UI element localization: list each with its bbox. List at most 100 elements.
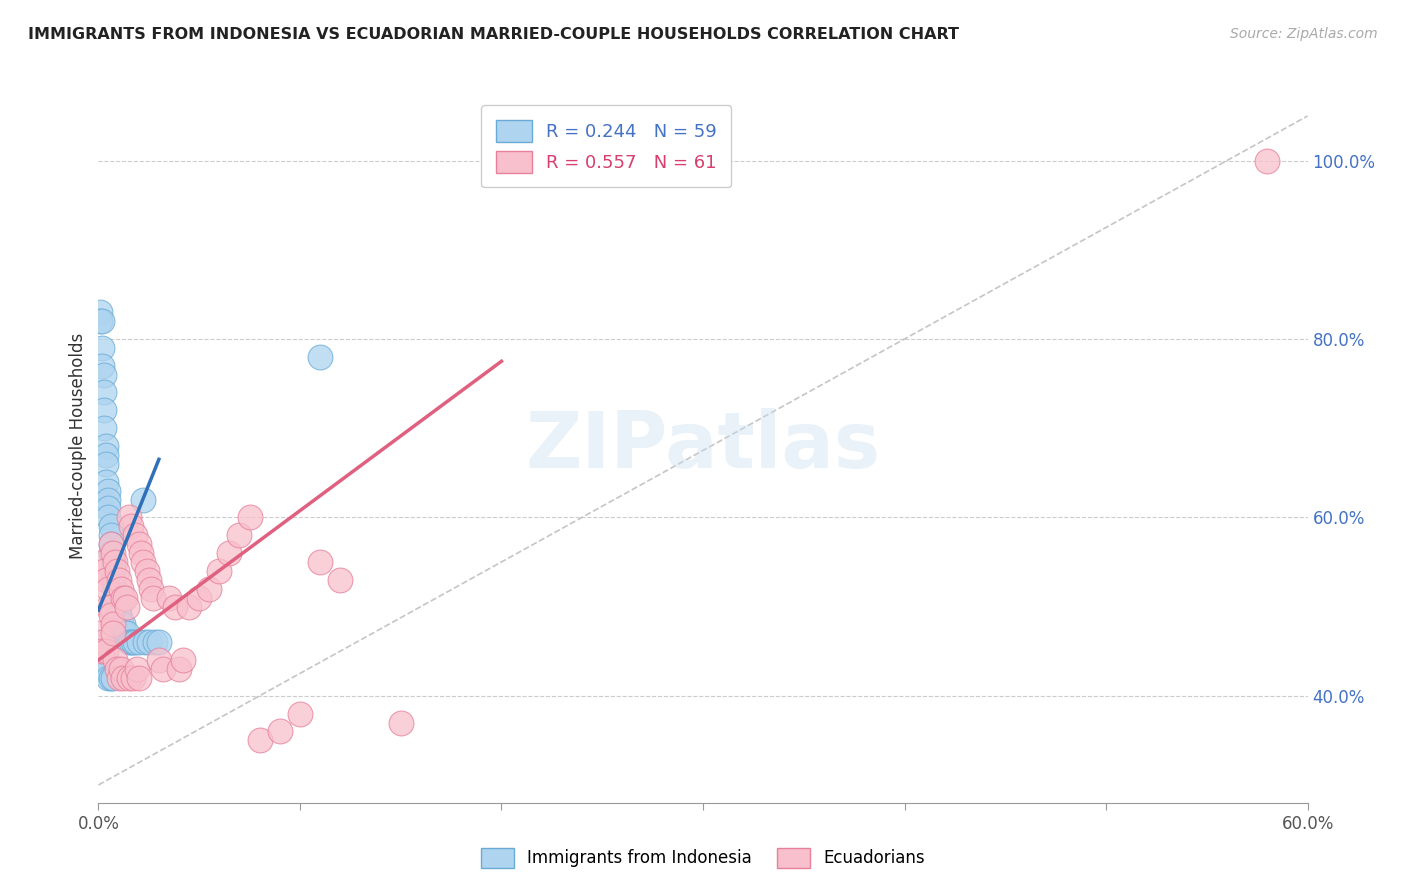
Point [120,635,142,649]
Point [309,555,332,569]
Point [121,671,143,685]
Point [97,671,120,685]
Legend: R = 0.244   N = 59, R = 0.557   N = 61: R = 0.244 N = 59, R = 0.557 N = 61 [481,105,731,187]
Point [128,537,150,551]
Point [93,662,115,676]
Point [93,564,115,578]
Point [138,573,160,587]
Point [93,421,115,435]
Point [100,546,122,560]
Point [208,564,231,578]
Point [118,635,141,649]
Point [107,671,129,685]
Point [101,564,124,578]
Point [103,582,125,596]
Point [110,582,132,596]
Point [118,510,141,524]
Point [105,599,128,614]
Point [107,599,129,614]
Point [101,617,124,632]
Point [228,528,250,542]
Point [198,582,221,596]
Point [91,644,114,658]
Point [96,439,118,453]
Point [101,573,124,587]
Point [97,483,120,498]
Y-axis label: Married-couple Households: Married-couple Households [69,333,87,559]
Point [172,653,194,667]
Point [97,582,120,596]
Point [91,359,114,373]
Point [111,591,134,605]
Point [157,591,180,605]
Point [110,617,132,632]
Point [124,528,146,542]
Point [143,635,166,649]
Point [142,591,165,605]
Point [139,582,162,596]
Point [101,671,124,685]
Point [128,635,150,649]
Point [93,653,115,667]
Point [93,555,115,569]
Point [97,599,120,614]
Point [309,350,332,364]
Point [93,385,115,400]
Point [114,591,136,605]
Point [100,537,122,551]
Point [96,448,118,462]
Point [103,653,125,667]
Point [101,546,124,560]
Point [110,617,132,632]
Point [269,724,291,739]
Point [132,555,155,569]
Point [1256,153,1278,168]
Point [103,591,125,605]
Point [218,546,240,560]
Point [128,671,150,685]
Point [389,715,412,730]
Point [125,662,148,676]
Legend: Immigrants from Indonesia, Ecuadorians: Immigrants from Indonesia, Ecuadorians [474,841,932,875]
Point [96,457,118,471]
Point [103,555,125,569]
Point [97,492,120,507]
Point [91,644,114,658]
Point [89,626,111,640]
Point [93,368,115,382]
Point [120,519,142,533]
Point [91,341,114,355]
Point [121,635,143,649]
Point [129,546,152,560]
Point [97,510,120,524]
Point [179,599,201,614]
Point [148,635,170,649]
Point [93,403,115,417]
Point [91,653,114,667]
Point [101,626,124,640]
Point [115,626,138,640]
Point [91,314,114,328]
Text: IMMIGRANTS FROM INDONESIA VS ECUADORIAN MARRIED-COUPLE HOUSEHOLDS CORRELATION CH: IMMIGRANTS FROM INDONESIA VS ECUADORIAN … [28,27,959,42]
Point [148,653,170,667]
Point [135,564,157,578]
Point [132,492,155,507]
Point [115,599,138,614]
Point [111,617,134,632]
Point [124,635,146,649]
Point [105,662,128,676]
Point [96,644,118,658]
Point [105,591,128,605]
Point [91,635,114,649]
Point [89,305,111,319]
Point [96,475,118,489]
Point [107,608,129,623]
Point [118,671,141,685]
Point [107,573,129,587]
Point [138,635,160,649]
Point [134,635,156,649]
Point [188,591,211,605]
Point [100,528,122,542]
Point [89,635,111,649]
Point [96,662,118,676]
